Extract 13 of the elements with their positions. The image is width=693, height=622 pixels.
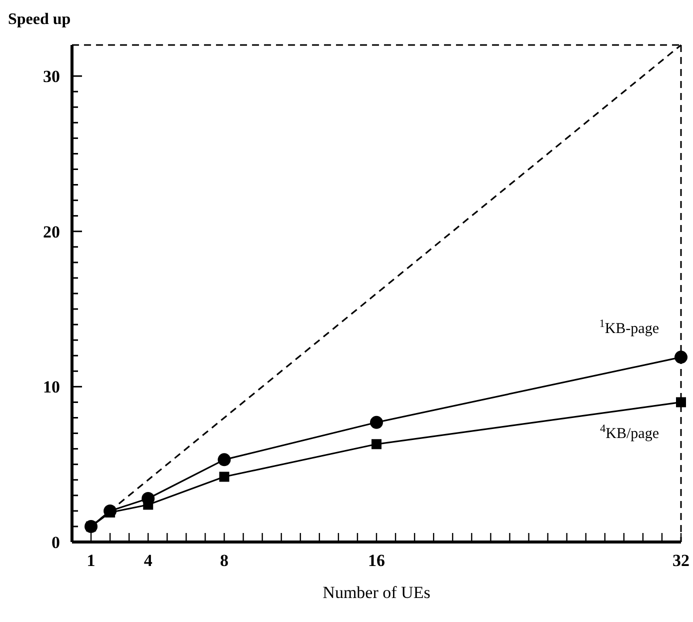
x-tick-label: 4 (144, 551, 153, 570)
y-axis-title: Speed up (8, 11, 71, 28)
x-tick-label: 16 (368, 551, 385, 570)
x-tick-label: 8 (220, 551, 228, 570)
x-tick-label: 1 (86, 551, 96, 570)
y-tick-label: 20 (43, 222, 60, 242)
x-tick-label: 32 (672, 551, 690, 570)
y-tick-label: 30 (43, 67, 60, 86)
x-axis-title: Number of UEs (322, 583, 430, 602)
y-tick-label: 0 (52, 532, 60, 552)
series-label: $^{4}$KB/page (600, 423, 660, 442)
y-tick-label: 10 (43, 378, 60, 397)
series-label: $^{1}$KB-page (599, 318, 660, 338)
